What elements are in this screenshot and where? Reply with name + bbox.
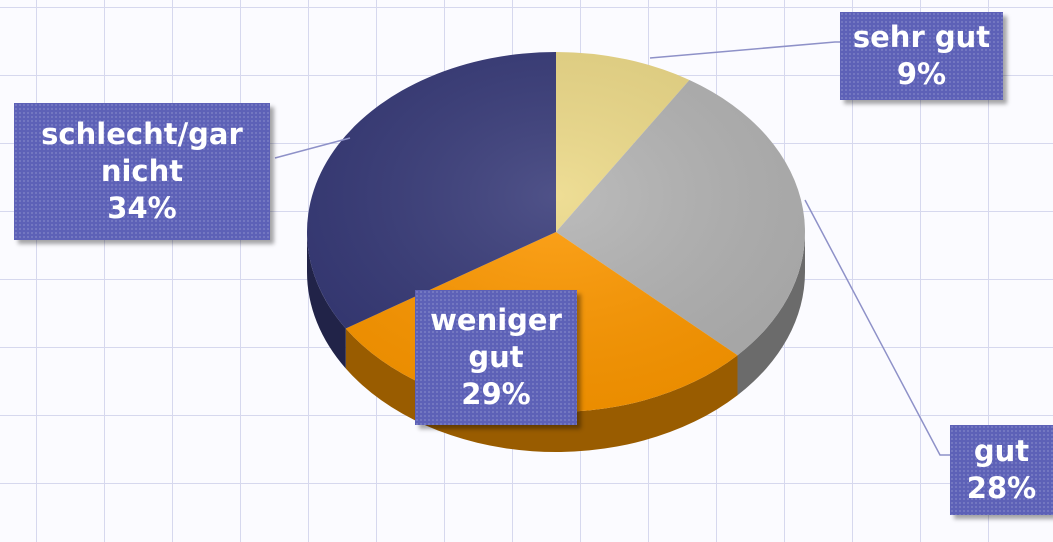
leader-line: [274, 137, 351, 159]
label-value: 34%: [107, 191, 177, 225]
leader-lines: [274, 41, 952, 456]
label-category: sehr gut: [852, 20, 991, 54]
label-category: schlecht/gar nicht: [41, 117, 243, 188]
leader-line: [649, 41, 842, 59]
label-value: 9%: [896, 57, 947, 91]
data-label: schlecht/gar nicht 34%: [14, 103, 270, 240]
label-value: 28%: [966, 471, 1037, 505]
label-category: gut: [973, 434, 1030, 468]
data-label: gut 28%: [950, 425, 1053, 515]
data-label: weniger gut 29%: [415, 290, 577, 425]
label-category: weniger gut: [430, 303, 562, 374]
label-value: 29%: [461, 377, 531, 411]
data-label: sehr gut 9%: [840, 12, 1003, 100]
leader-line: [804, 199, 952, 456]
